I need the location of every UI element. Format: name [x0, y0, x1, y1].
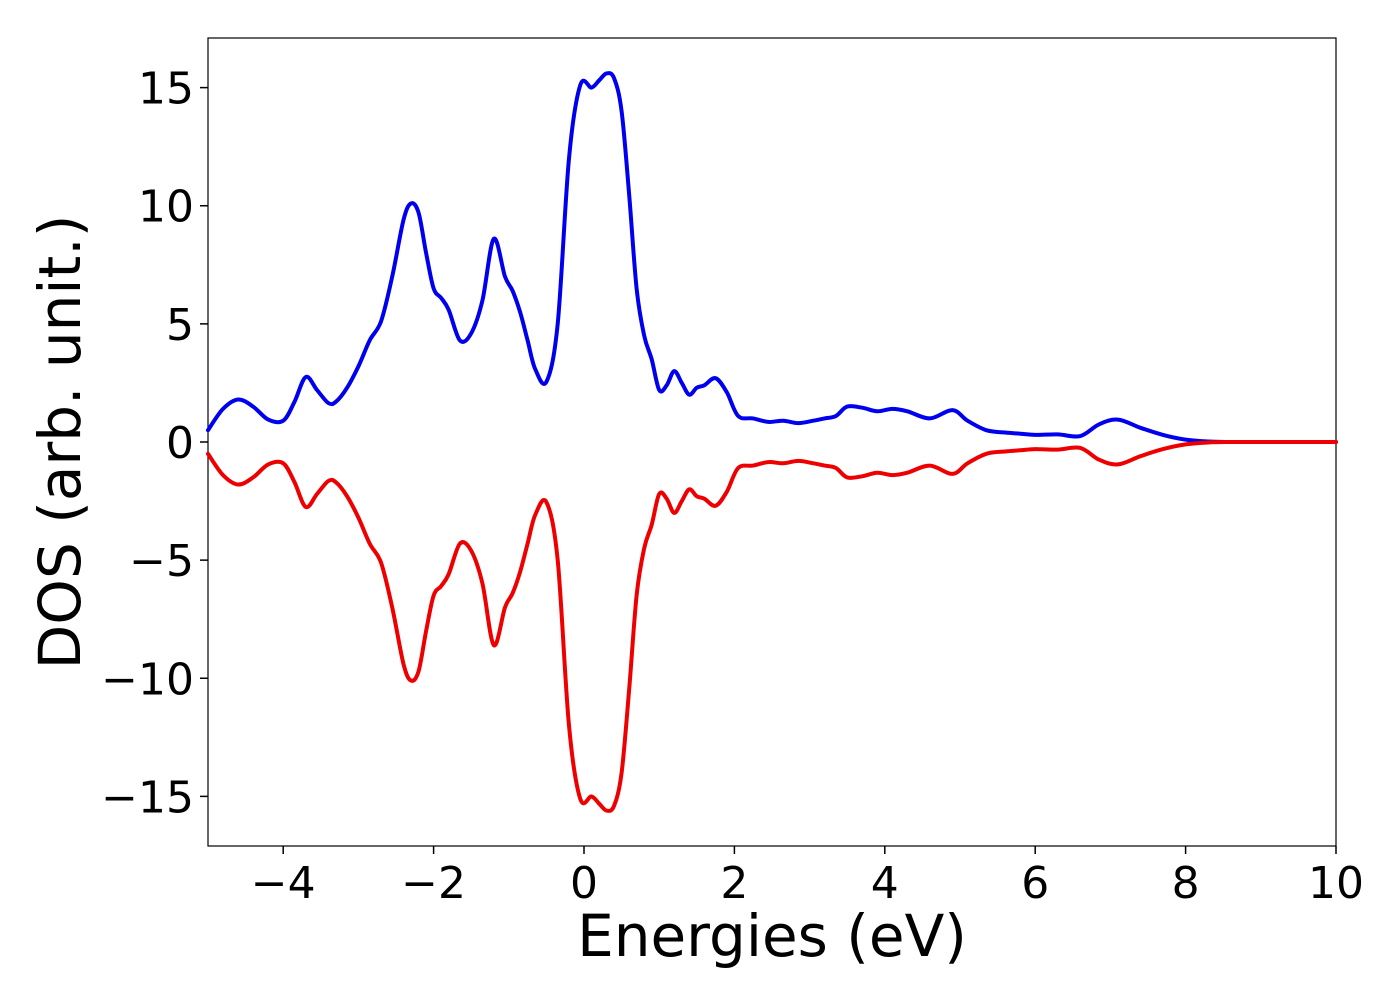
series-layer — [206, 71, 1338, 813]
y-tick-label: −15 — [101, 772, 194, 823]
series-line-spin-down — [206, 439, 1338, 813]
y-tick-label: 10 — [138, 182, 194, 233]
y-tick-label: −5 — [129, 536, 194, 587]
x-axis-label: Energies (eV) — [577, 902, 967, 970]
y-axis-label: DOS (arb. unit.) — [26, 215, 94, 670]
x-tick-label: 0 — [570, 858, 598, 909]
x-tick-label: 6 — [1021, 858, 1049, 909]
x-tick-label: −2 — [401, 858, 466, 909]
y-tick-label: 5 — [166, 300, 194, 351]
plot-frame — [207, 37, 1337, 847]
y-tick-label: 0 — [166, 418, 194, 469]
x-tick-label: 8 — [1172, 858, 1200, 909]
x-axis-ticks: −4 −2 0 2 4 6 8 10 — [251, 846, 1364, 909]
y-tick-label: −10 — [101, 654, 194, 705]
x-tick-label: −4 — [251, 858, 316, 909]
x-tick-label: 4 — [871, 858, 899, 909]
x-tick-label: 2 — [720, 858, 748, 909]
series-line-spin-up — [206, 71, 1338, 445]
y-axis-ticks: −15 −10 −5 0 5 10 15 — [101, 64, 208, 823]
y-tick-label: 15 — [138, 64, 194, 115]
x-tick-label: 10 — [1308, 858, 1364, 909]
